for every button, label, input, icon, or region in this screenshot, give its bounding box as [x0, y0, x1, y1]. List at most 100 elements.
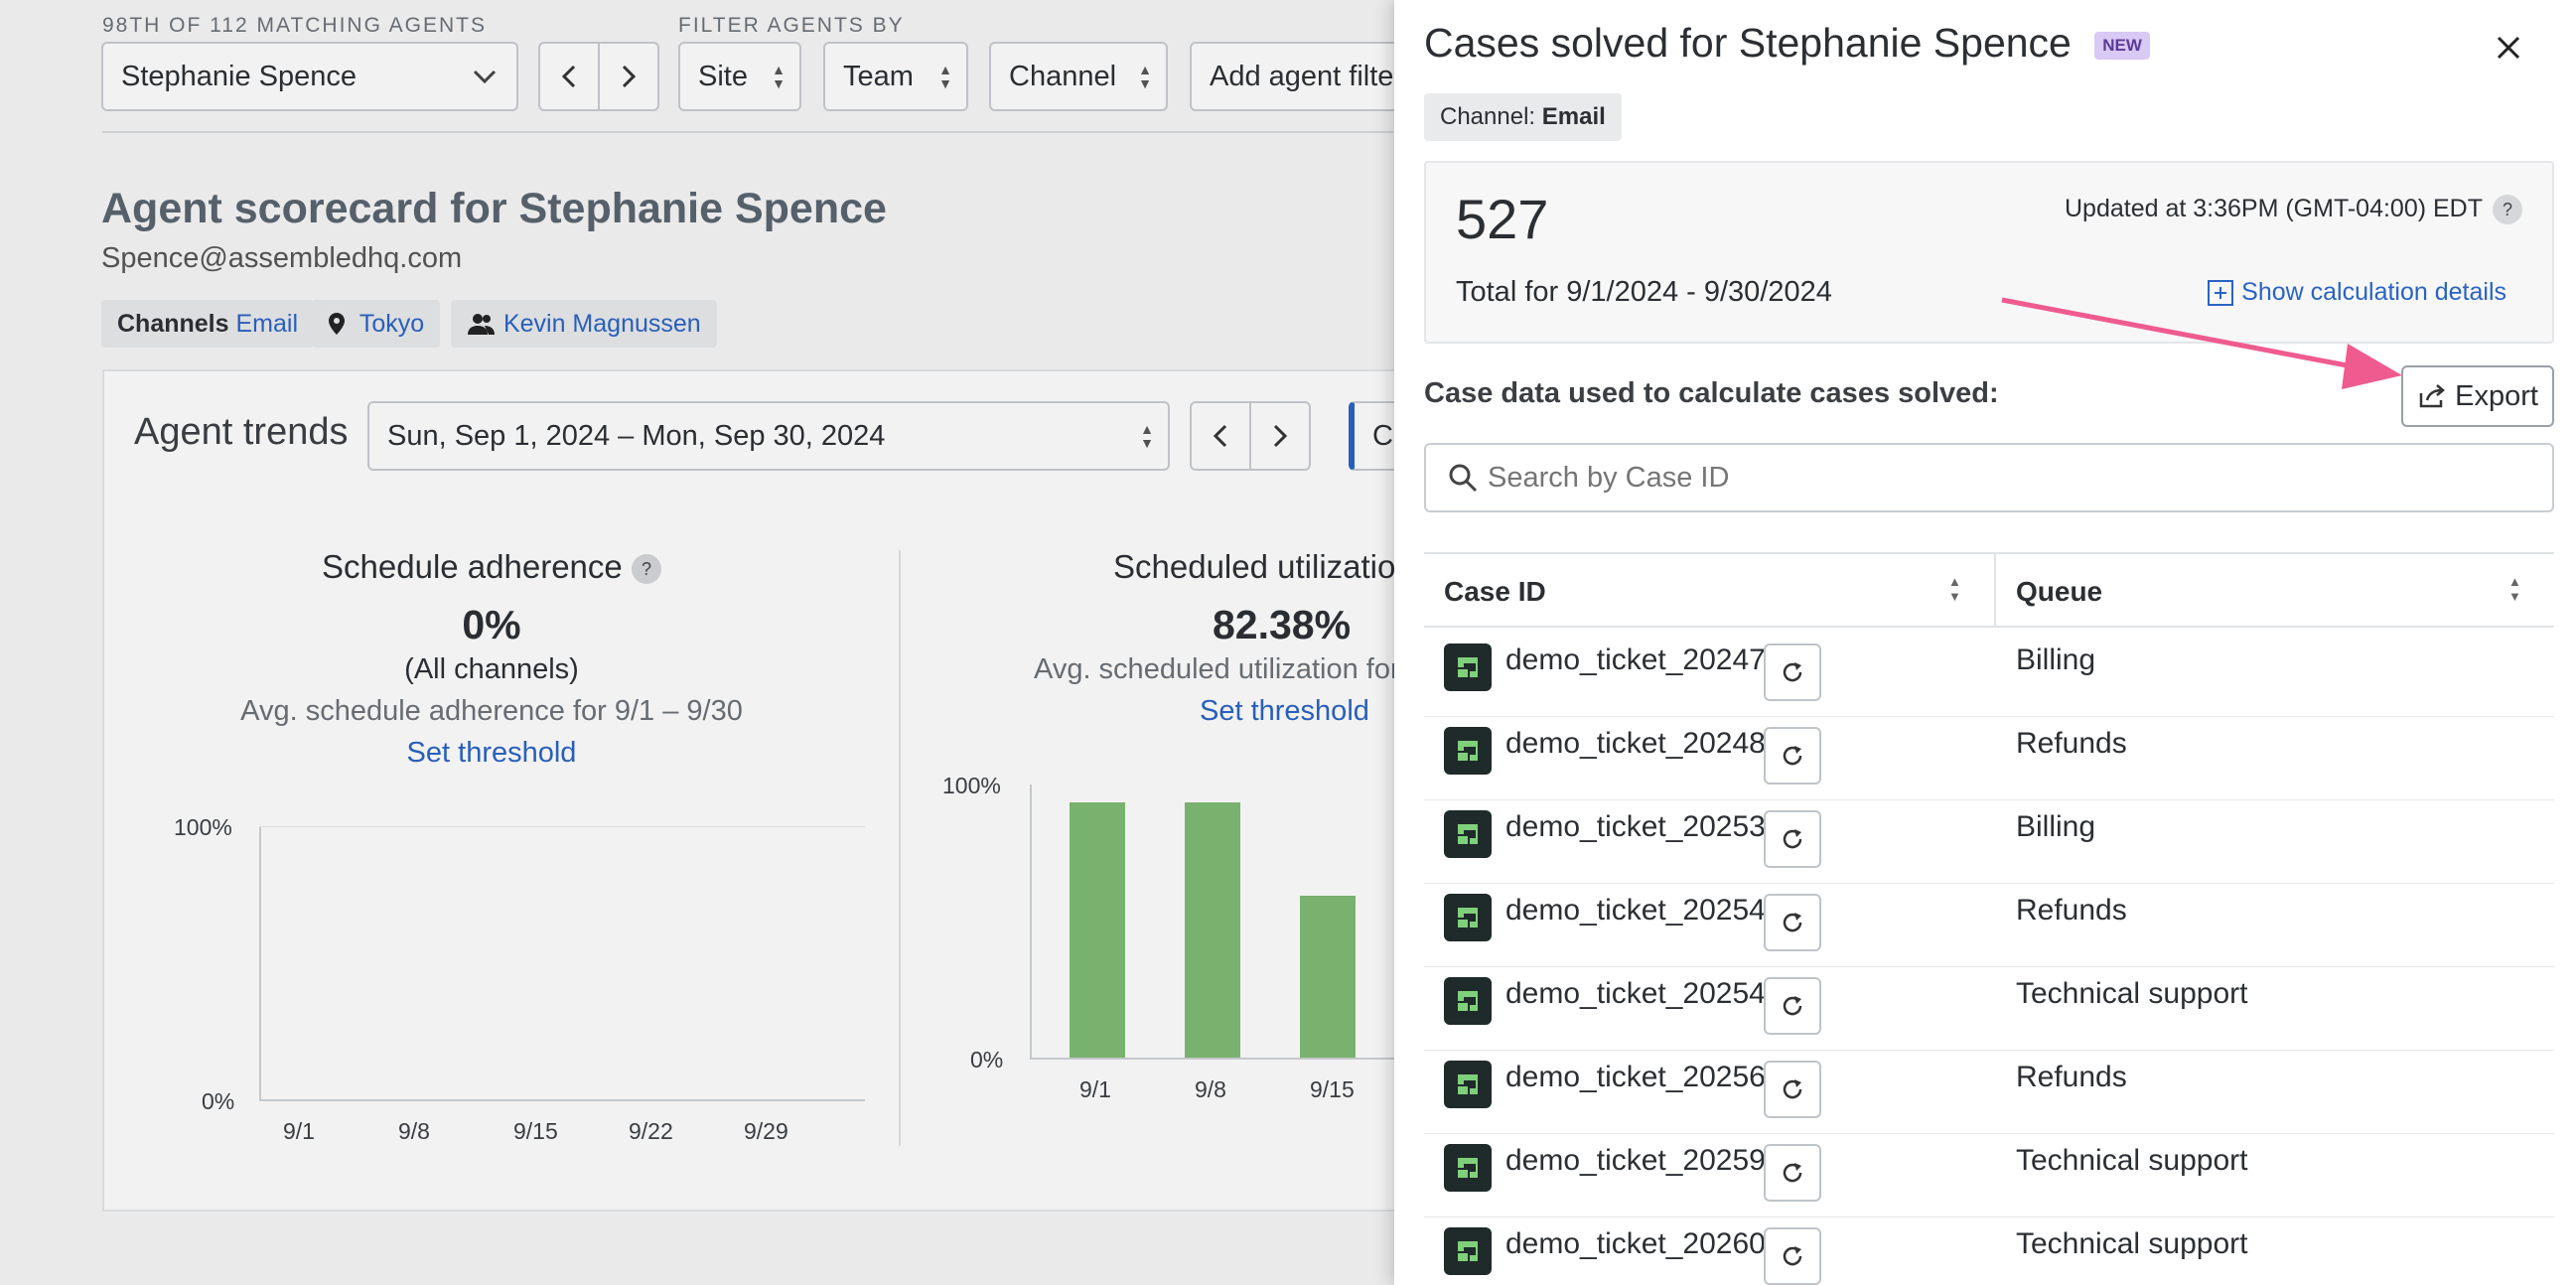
- y-axis: [259, 826, 261, 1100]
- table-row[interactable]: demo_ticket_202539 Billing: [1424, 800, 2554, 884]
- case-id-link[interactable]: demo_ticket_202543: [1505, 977, 1783, 1010]
- table-row[interactable]: demo_ticket_202565 Refunds: [1424, 1051, 2554, 1134]
- sort-arrows-icon[interactable]: ▲ ▼: [2508, 574, 2521, 604]
- channel-filter[interactable]: Channel ▲ ▼: [989, 42, 1168, 111]
- total-value: 527: [1456, 188, 1549, 250]
- x-tick-label: 9/8: [1195, 1076, 1226, 1102]
- drawer-title: Cases solved for Stephanie Spence NEW: [1424, 20, 2150, 67]
- help-icon[interactable]: ?: [631, 554, 661, 585]
- refresh-button[interactable]: [1764, 1061, 1821, 1118]
- calc-link-label: Show calculation details: [2241, 278, 2506, 306]
- adherence-title: Schedule adherence ?: [233, 548, 750, 586]
- channels-value[interactable]: Email: [235, 309, 298, 338]
- filter-caption: FILTER AGENTS BY: [678, 14, 905, 37]
- refresh-button[interactable]: [1764, 727, 1821, 785]
- help-icon[interactable]: ?: [2493, 195, 2522, 224]
- x-tick-label: 9/22: [629, 1118, 673, 1144]
- case-id-link[interactable]: demo_ticket_202605: [1505, 1227, 1783, 1260]
- chevron-right-icon: [622, 65, 637, 88]
- adherence-threshold-link[interactable]: Set threshold: [406, 737, 577, 769]
- y-axis: [1030, 785, 1032, 1059]
- manager-link[interactable]: Kevin Magnussen: [502, 309, 701, 338]
- refresh-button[interactable]: [1764, 977, 1821, 1035]
- ticket-app-icon: [1444, 894, 1492, 941]
- case-id-link[interactable]: demo_ticket_202539: [1505, 810, 1783, 843]
- utilization-bar[interactable]: [1185, 802, 1240, 1058]
- refresh-button[interactable]: [1764, 894, 1821, 951]
- next-range-button[interactable]: [1249, 401, 1311, 471]
- sort-arrows-icon: ▲ ▼: [1140, 421, 1154, 451]
- table-row[interactable]: demo_ticket_202542 Refunds: [1424, 884, 2554, 967]
- x-tick-label: 9/1: [1079, 1076, 1111, 1102]
- case-id-link[interactable]: demo_ticket_202481: [1505, 727, 1783, 760]
- y-tick-label: 0%: [202, 1088, 235, 1114]
- adherence-title-text: Schedule adherence: [322, 548, 623, 585]
- x-axis: [1030, 1058, 1497, 1060]
- drawer-backdrop[interactable]: [0, 0, 1394, 1285]
- x-tick-label: 9/29: [744, 1118, 788, 1144]
- case-id-link[interactable]: demo_ticket_202542: [1505, 894, 1783, 927]
- refresh-icon: [1783, 746, 1802, 766]
- refresh-button[interactable]: [1764, 1227, 1821, 1285]
- drawer-title-text: Cases solved for Stephanie Spence: [1424, 20, 2072, 66]
- page-title: Agent scorecard for Stephanie Spence: [101, 185, 887, 232]
- table-row[interactable]: demo_ticket_202605 Technical support: [1424, 1217, 2554, 1285]
- refresh-icon: [1783, 1163, 1802, 1183]
- location-pin-icon: [329, 313, 345, 335]
- case-id-link[interactable]: demo_ticket_202596: [1505, 1144, 1783, 1177]
- x-tick-label: 9/15: [1310, 1076, 1355, 1102]
- channel-chip-value: Email: [1541, 103, 1606, 130]
- sort-arrows-icon: ▲ ▼: [938, 62, 952, 91]
- channel-filter-label: Channel: [1009, 60, 1117, 92]
- x-tick-label: 9/15: [513, 1118, 558, 1144]
- table-row[interactable]: demo_ticket_202543 Technical support: [1424, 967, 2554, 1051]
- close-icon[interactable]: [2497, 36, 2520, 60]
- refresh-button[interactable]: [1764, 1144, 1821, 1202]
- case-id-link[interactable]: demo_ticket_202565: [1505, 1061, 1783, 1093]
- sort-arrows-icon[interactable]: ▲ ▼: [1948, 574, 1961, 604]
- site-filter[interactable]: Site ▲ ▼: [678, 42, 801, 111]
- ticket-app-icon: [1444, 1227, 1492, 1275]
- y-tick-label: 100%: [174, 814, 232, 840]
- case-id-link[interactable]: demo_ticket_202473: [1505, 643, 1783, 676]
- add-agent-filter-button[interactable]: Add agent filte: [1190, 42, 1428, 111]
- show-calculation-details-link[interactable]: Show calculation details: [2207, 278, 2506, 307]
- col-case-id[interactable]: Case ID: [1444, 576, 1546, 607]
- y-tick-label: 100%: [942, 773, 1001, 798]
- ticket-app-icon: [1444, 1061, 1492, 1108]
- refresh-icon: [1783, 829, 1802, 849]
- next-agent-button[interactable]: [598, 42, 659, 111]
- site-link[interactable]: Tokyo: [358, 309, 425, 338]
- case-search-field[interactable]: [1424, 443, 2554, 512]
- chart-divider: [899, 550, 901, 1146]
- utilization-bar[interactable]: [1300, 896, 1356, 1058]
- refresh-button[interactable]: [1764, 810, 1821, 868]
- queue-value: Technical support: [2016, 1227, 2248, 1260]
- table-row[interactable]: demo_ticket_202596 Technical support: [1424, 1134, 2554, 1217]
- refresh-button[interactable]: [1764, 643, 1821, 701]
- prev-range-button[interactable]: [1190, 401, 1251, 471]
- table-row[interactable]: demo_ticket_202481 Refunds: [1424, 717, 2554, 800]
- team-filter[interactable]: Team ▲ ▼: [823, 42, 968, 111]
- table-row[interactable]: demo_ticket_202473 Billing: [1424, 634, 2554, 717]
- header-divider: [102, 131, 1393, 133]
- queue-value: Billing: [2016, 643, 2096, 676]
- ticket-app-icon: [1444, 1144, 1492, 1192]
- annotation-arrow-icon: [2001, 297, 2402, 389]
- x-tick-label: 9/8: [398, 1118, 430, 1144]
- col-queue[interactable]: Queue: [2016, 576, 2103, 607]
- queue-value: Refunds: [2016, 727, 2127, 760]
- refresh-icon: [1783, 913, 1802, 932]
- date-range-select[interactable]: Sun, Sep 1, 2024 – Mon, Sep 30, 2024 ▲ ▼: [367, 401, 1170, 471]
- queue-value: Technical support: [2016, 1144, 2248, 1177]
- utilization-threshold-link[interactable]: Set threshold: [1200, 695, 1369, 727]
- sort-arrows-icon: ▲ ▼: [1138, 62, 1152, 91]
- agent-select[interactable]: Stephanie Spence: [101, 42, 518, 111]
- ticket-app-icon: [1444, 810, 1492, 858]
- agent-trends-card: Agent trends Sun, Sep 1, 2024 – Mon, Sep…: [102, 369, 1507, 1212]
- case-search-input[interactable]: [1488, 461, 2381, 495]
- utilization-bar[interactable]: [1070, 802, 1125, 1058]
- refresh-icon: [1783, 1246, 1802, 1266]
- export-button[interactable]: Export: [2401, 365, 2554, 427]
- channels-label: Channels: [117, 309, 229, 338]
